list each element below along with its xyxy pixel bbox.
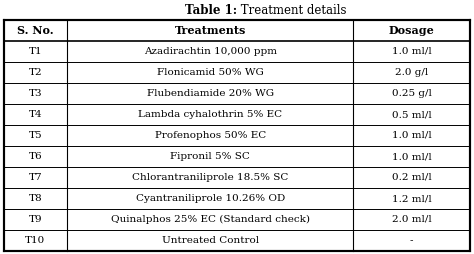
Text: T9: T9	[28, 215, 42, 224]
Text: Cyantraniliprole 10.26% OD: Cyantraniliprole 10.26% OD	[136, 194, 285, 203]
Text: T6: T6	[28, 152, 42, 161]
Text: T3: T3	[28, 89, 42, 98]
Text: 0.25 g/l: 0.25 g/l	[392, 89, 432, 98]
Text: T2: T2	[28, 68, 42, 77]
Text: Flonicamid 50% WG: Flonicamid 50% WG	[157, 68, 264, 77]
Text: 1.0 ml/l: 1.0 ml/l	[392, 131, 432, 140]
Text: T1: T1	[28, 47, 42, 56]
Text: 2.0 ml/l: 2.0 ml/l	[392, 215, 432, 224]
Text: T5: T5	[28, 131, 42, 140]
Text: 2.0 g/l: 2.0 g/l	[395, 68, 428, 77]
Text: Azadirachtin 10,000 ppm: Azadirachtin 10,000 ppm	[144, 47, 277, 56]
Text: Fipronil 5% SC: Fipronil 5% SC	[170, 152, 250, 161]
Text: 0.5 ml/l: 0.5 ml/l	[392, 110, 432, 119]
Text: Quinalphos 25% EC (Standard check): Quinalphos 25% EC (Standard check)	[111, 215, 310, 224]
Text: 1.0 ml/l: 1.0 ml/l	[392, 47, 432, 56]
Text: 1.0 ml/l: 1.0 ml/l	[392, 152, 432, 161]
Text: Flubendiamide 20% WG: Flubendiamide 20% WG	[146, 89, 274, 98]
Text: T8: T8	[28, 194, 42, 203]
Text: Treatment details: Treatment details	[237, 5, 346, 18]
Text: Lambda cyhalothrin 5% EC: Lambda cyhalothrin 5% EC	[138, 110, 283, 119]
Text: -: -	[410, 236, 413, 245]
Text: Untreated Control: Untreated Control	[162, 236, 259, 245]
Text: Dosage: Dosage	[389, 25, 435, 36]
Text: Treatments: Treatments	[174, 25, 246, 36]
Text: T10: T10	[25, 236, 46, 245]
Text: Table 1:: Table 1:	[185, 5, 237, 18]
Text: 0.2 ml/l: 0.2 ml/l	[392, 173, 432, 182]
Text: T7: T7	[28, 173, 42, 182]
Text: 1.2 ml/l: 1.2 ml/l	[392, 194, 432, 203]
Text: T4: T4	[28, 110, 42, 119]
Text: S. No.: S. No.	[17, 25, 54, 36]
Text: Chlorantraniliprole 18.5% SC: Chlorantraniliprole 18.5% SC	[132, 173, 288, 182]
Text: Profenophos 50% EC: Profenophos 50% EC	[155, 131, 266, 140]
